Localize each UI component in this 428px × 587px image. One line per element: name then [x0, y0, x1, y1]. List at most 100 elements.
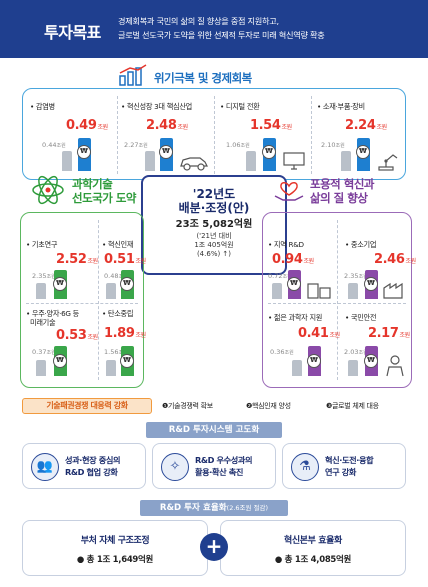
system-card-text: 혁신·도전·융합 연구 강화: [325, 455, 374, 477]
firefighter-icon: [382, 352, 408, 378]
won-coin-icon: ₩: [364, 277, 378, 291]
divider: [311, 96, 312, 174]
prev-bar: [348, 283, 358, 299]
building-icon: [305, 278, 333, 300]
crisis-item-prev: 2.27조원: [124, 141, 148, 149]
efficiency-right-title: 혁신본부 효율화: [284, 536, 342, 546]
inclusive-item-label: • 중소기업: [345, 240, 377, 249]
car-icon: [178, 152, 210, 172]
won-coin-icon: ₩: [159, 145, 173, 159]
efficiency-left-box: 부처 자체 구조조정 ● 총 1조 1,649억원: [22, 520, 208, 576]
divider: [337, 220, 338, 380]
science-item-value: 0.51조원: [104, 252, 146, 267]
crisis-section-title: 위기극복 및 경제회복: [154, 71, 252, 85]
efficiency-right-box: 혁신본부 효율화 ● 총 1조 4,085억원: [220, 520, 406, 576]
crisis-item-prev: 0.44조원: [42, 141, 66, 149]
header-desc-line1: 경제회복과 국민의 삶의 질 향상을 중점 지원하고,: [118, 16, 279, 26]
inclusive-item-value: 2.46조원: [374, 252, 416, 267]
prev-bar: [36, 360, 46, 376]
factory-icon: [382, 276, 408, 300]
prev-bar: [106, 283, 116, 299]
crisis-item-label: • 디지털 전환: [220, 102, 260, 111]
inclusive-item-prev: 0.72조원: [268, 272, 292, 280]
monitor-icon: [282, 150, 306, 172]
center-note-1: ('21년 대비: [196, 232, 232, 240]
efficiency-right-value: ● 총 1조 4,085억원: [274, 555, 352, 565]
crisis-item-label: • 혁신성장 3대 핵심산업: [121, 102, 192, 111]
science-item-label: • 우주·양자·6G 등: [26, 309, 79, 318]
system-card-text: R&D 우수성과의 활용·확산 촉진: [195, 455, 253, 477]
science-item-prev: 0.37조원: [32, 348, 56, 356]
inclusive-item-label: • 지역 R&D: [268, 240, 304, 249]
header-title: 투자목표: [44, 23, 101, 42]
won-coin-icon: ₩: [77, 145, 91, 159]
won-coin-icon: ₩: [53, 277, 67, 291]
won-coin-icon: ₩: [287, 277, 301, 291]
crisis-item-value: 0.49조원: [66, 118, 108, 133]
efficiency-band: R&D 투자 효율화(2.6조원 절감): [140, 500, 288, 516]
inclusive-item-value: 2.17조원: [368, 326, 410, 341]
inclusive-item-label: • 젊은 과학자 지원: [268, 313, 323, 322]
science-item-label: • 탄소중립: [102, 309, 134, 318]
inclusive-item-prev: 2.03조원: [344, 348, 368, 356]
inclusive-title-line2: 삶의 질 향상: [310, 191, 368, 205]
crisis-item-value: 1.54조원: [250, 118, 292, 133]
won-coin-icon: ₩: [53, 354, 67, 368]
prev-bar: [272, 283, 282, 299]
science-item-label: • 혁신인재: [102, 240, 134, 249]
crisis-item-value: 2.48조원: [146, 118, 188, 133]
science-title-line1: 과학기술: [72, 177, 113, 191]
inclusive-item-prev: 0.36조원: [270, 348, 294, 356]
chart-growth-icon: [118, 64, 148, 86]
prev-bar: [341, 151, 351, 171]
plus-icon: +: [200, 533, 228, 561]
science-item-label: • 기초연구: [26, 240, 58, 249]
header-desc-line2: 글로벌 선도국가 도약을 위한 선제적 투자로 미래 혁신역량 확충: [118, 30, 325, 40]
prev-bar: [246, 151, 256, 171]
strategy-item-2: ❷핵심인재 양성: [246, 402, 291, 410]
prev-bar: [106, 360, 116, 376]
strategy-pill: 기술패권경쟁 대응력 강화: [22, 398, 152, 414]
inclusive-title-line1: 포용적 혁신과: [310, 177, 374, 191]
prev-bar: [62, 151, 72, 171]
spread-icon: ✧: [161, 453, 189, 481]
science-box: [20, 212, 144, 388]
divider: [26, 303, 138, 304]
won-coin-icon: ₩: [262, 145, 276, 159]
efficiency-left-value: ● 총 1조 1,649억원: [76, 555, 154, 565]
hands-heart-icon: [272, 172, 306, 206]
science-title-line2: 선도국가 도약: [72, 191, 136, 205]
science-item-value: 2.52조원: [56, 252, 98, 267]
people-icon: 👥: [31, 453, 59, 481]
divider: [214, 96, 215, 174]
header-description: 경제회복과 국민의 삶의 질 향상을 중점 지원하고, 글로벌 선도국가 도약을…: [118, 14, 418, 42]
system-card-utilization: ✧ R&D 우수성과의 활용·확산 촉진: [152, 443, 276, 489]
center-note-3: (4.6%) ↑): [196, 250, 232, 258]
center-subtitle: 배분·조정(안): [178, 201, 250, 215]
won-coin-icon: ₩: [307, 354, 321, 368]
prev-bar: [36, 283, 46, 299]
divider: [268, 303, 406, 304]
center-total: 23조 5,082억원: [175, 219, 253, 230]
header-banner: [0, 0, 428, 58]
lab-icon: ⚗: [291, 453, 319, 481]
crisis-item-value: 2.24조원: [345, 118, 387, 133]
won-coin-icon: ₩: [356, 145, 370, 159]
crisis-item-prev: 1.06조원: [226, 141, 250, 149]
prev-bar: [145, 151, 155, 171]
crisis-item-label: • 감염병: [30, 102, 55, 111]
prev-bar: [348, 360, 358, 376]
system-card-research: ⚗ 혁신·도전·융합 연구 강화: [282, 443, 406, 489]
won-coin-icon: ₩: [120, 277, 134, 291]
strategy-item-3: ❸글로벌 체제 대응: [326, 402, 379, 410]
science-item-prev: 2.35조원: [32, 272, 56, 280]
center-note-2: 1조 405억원: [194, 241, 234, 249]
inclusive-item-value: 0.94조원: [272, 252, 314, 267]
science-item-value: 0.53조원: [56, 328, 98, 343]
divider: [117, 96, 118, 174]
center-year: '22년도: [192, 187, 236, 201]
won-coin-icon: ₩: [120, 354, 134, 368]
strategy-item-1: ❶기술경쟁력 확보: [162, 402, 213, 410]
inclusive-item-value: 0.41조원: [298, 326, 340, 341]
prev-bar: [292, 360, 302, 376]
